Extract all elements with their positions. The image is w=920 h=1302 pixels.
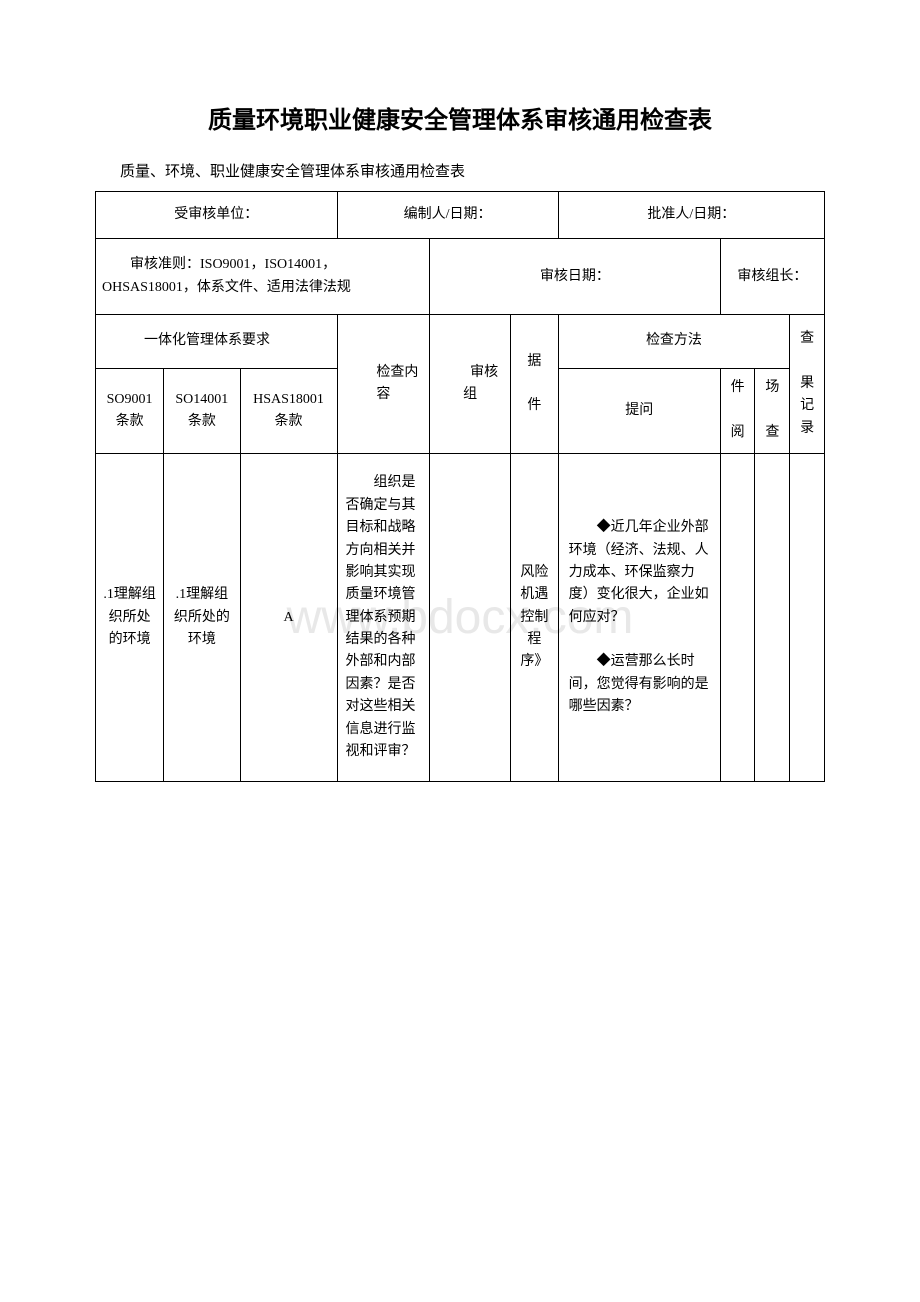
iso14001-header: SO14001条款	[164, 368, 240, 454]
ohsas18001-clause: A	[240, 454, 337, 782]
audit-group-header: 审核组	[430, 315, 511, 454]
iso14001-clause: .1理解组织所处的环境	[164, 454, 240, 782]
data-row-1: .1理解组织所处的环境 .1理解组织所处的环境 A 组织是否确定与其目标和战略方…	[96, 454, 825, 782]
audited-unit-label: 受审核单位：	[96, 192, 338, 239]
check-content-header: 检查内容	[337, 315, 430, 454]
iso9001-clause: .1理解组织所处的环境	[96, 454, 164, 782]
site-check-cell	[755, 454, 790, 782]
preparer-label: 编制人/日期：	[337, 192, 558, 239]
audit-group-cell	[430, 454, 511, 782]
question-header: 提问	[558, 368, 720, 454]
header-row-1: 受审核单位： 编制人/日期： 批准人/日期：	[96, 192, 825, 239]
system-requirements-label: 一体化管理体系要求	[96, 315, 338, 368]
question-cell: ◆近几年企业外部环境（经济、法规、人力成本、环保监察力度）变化很大，企业如何应对…	[558, 454, 720, 782]
check-method-header: 检查方法	[558, 315, 790, 368]
audit-leader-label: 审核组长：	[720, 239, 824, 315]
result-cell	[790, 454, 825, 782]
header-row-3: 一体化管理体系要求 检查内容 审核组 据 件 检查方法 查 果记录	[96, 315, 825, 368]
document-title: 质量环境职业健康安全管理体系审核通用检查表	[95, 100, 825, 135]
iso9001-header: SO9001条款	[96, 368, 164, 454]
file-review-header: 件 阅	[720, 368, 755, 454]
header-row-2: 审核准则：ISO9001，ISO14001，OHSAS18001，体系文件、适用…	[96, 239, 825, 315]
result-header: 查 果记录	[790, 315, 825, 454]
file-review-cell	[720, 454, 755, 782]
approver-label: 批准人/日期：	[558, 192, 824, 239]
audit-date-label: 审核日期：	[430, 239, 721, 315]
evidence-header: 据 件	[511, 315, 558, 454]
evidence-cell: 风险机遇控制程序》	[511, 454, 558, 782]
ohsas18001-header: HSAS18001条款	[240, 368, 337, 454]
check-content-cell: 组织是否确定与其目标和战略方向相关并影响其实现质量环境管理体系预期结果的各种外部…	[337, 454, 430, 782]
audit-criteria-label: 审核准则：ISO9001，ISO14001，OHSAS18001，体系文件、适用…	[96, 239, 430, 315]
document-subtitle: 质量、环境、职业健康安全管理体系审核通用检查表	[95, 160, 825, 181]
site-check-header: 场 查	[755, 368, 790, 454]
audit-checklist-table: 受审核单位： 编制人/日期： 批准人/日期： 审核准则：ISO9001，ISO1…	[95, 191, 825, 782]
